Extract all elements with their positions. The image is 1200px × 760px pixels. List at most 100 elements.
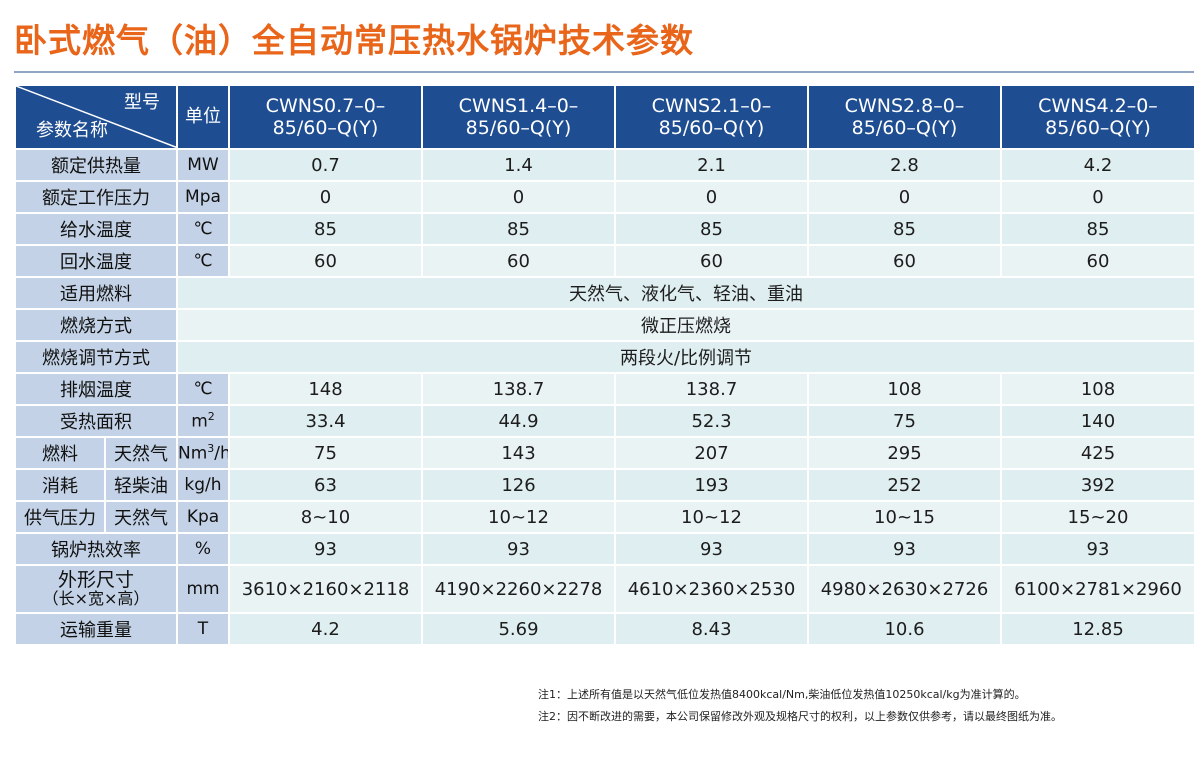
row-label: 受热面积 <box>14 404 178 438</box>
table-row-efficiency: 锅炉热效率 % 93 93 93 93 93 <box>14 532 1196 566</box>
table-cell: 143 <box>421 436 616 470</box>
table-cell: 140 <box>1000 404 1196 438</box>
row-label: 外形尺寸 （长×宽×高） <box>14 564 178 614</box>
table-cell: 52.3 <box>614 404 809 438</box>
table-row-combustion: 燃烧方式 微正压燃烧 <box>14 308 1196 342</box>
table-cell: 85 <box>614 212 809 246</box>
footnote-1: 注1：上述所有值是以天然气低位发热值8400kcal/Nm,柴油低位发热值102… <box>538 688 1026 701</box>
table-cell: 93 <box>614 532 809 566</box>
table-cell: 10~12 <box>421 500 616 534</box>
table-cell: 193 <box>614 468 809 502</box>
table-cell: 10~12 <box>614 500 809 534</box>
corner-header: 型号 参数名称 <box>14 84 178 150</box>
row-unit: Nm3/h <box>176 436 230 470</box>
table-cell: 207 <box>614 436 809 470</box>
table-cell: 6100×2781×2960 <box>1000 564 1196 614</box>
table-cell: 4.2 <box>1000 148 1196 182</box>
table-cell: 15~20 <box>1000 500 1196 534</box>
row-sub-label: 天然气 <box>104 436 178 470</box>
table-row-gas-pressure: 供气压力 天然气 Kpa 8~10 10~12 10~12 10~15 15~2… <box>14 500 1196 534</box>
table-row-gas-consumption: 燃料 天然气 Nm3/h 75 143 207 295 425 <box>14 436 1196 470</box>
corner-model-label: 型号 <box>124 92 160 113</box>
table-cell: 75 <box>228 436 423 470</box>
table-cell: 60 <box>614 244 809 278</box>
row-unit: MW <box>176 148 230 182</box>
table-cell: 0 <box>1000 180 1196 214</box>
table-cell: 295 <box>807 436 1002 470</box>
model-header: CWNS0.7–0– 85/60–Q(Y) <box>228 84 423 150</box>
table-row-weight: 运输重量 T 4.2 5.69 8.43 10.6 12.85 <box>14 612 1196 646</box>
table-cell: 2.1 <box>614 148 809 182</box>
table-cell: 138.7 <box>614 372 809 406</box>
corner-param-label: 参数名称 <box>36 120 108 141</box>
unit-header: 单位 <box>176 84 230 150</box>
row-label: 锅炉热效率 <box>14 532 178 566</box>
row-unit: Kpa <box>176 500 230 534</box>
row-label: 运输重量 <box>14 612 178 646</box>
table-cell: 85 <box>1000 212 1196 246</box>
footnote-2: 注2：因不断改进的需要，本公司保留修改外观及规格尺寸的权利，以上参数仅供参考，请… <box>538 710 1062 723</box>
table-cell: 392 <box>1000 468 1196 502</box>
table-row-exhaust-temp: 排烟温度 ℃ 148 138.7 138.7 108 108 <box>14 372 1196 406</box>
table-cell: 5.69 <box>421 612 616 646</box>
table-cell: 93 <box>421 532 616 566</box>
row-label: 回水温度 <box>14 244 178 278</box>
row-label: 给水温度 <box>14 212 178 246</box>
spec-table: 型号 参数名称 单位 CWNS0.7–0– 85/60–Q(Y) CWNS1.4–… <box>14 84 1196 646</box>
table-cell: 10.6 <box>807 612 1002 646</box>
table-cell: 1.4 <box>421 148 616 182</box>
row-unit: kg/h <box>176 468 230 502</box>
row-label: 排烟温度 <box>14 372 178 406</box>
row-label: 燃烧调节方式 <box>14 340 178 374</box>
table-cell: 0 <box>421 180 616 214</box>
table-cell: 63 <box>228 468 423 502</box>
table-cell: 148 <box>228 372 423 406</box>
row-label: 供气压力 <box>14 500 106 534</box>
table-cell-merged: 天然气、液化气、轻油、重油 <box>176 276 1196 310</box>
table-cell: 4980×2630×2726 <box>807 564 1002 614</box>
table-cell: 0 <box>614 180 809 214</box>
row-label: 消耗 <box>14 468 106 502</box>
table-cell: 252 <box>807 468 1002 502</box>
title-divider <box>14 71 1194 73</box>
row-label: 额定工作压力 <box>14 180 178 214</box>
table-cell: 93 <box>1000 532 1196 566</box>
table-cell: 8~10 <box>228 500 423 534</box>
table-cell: 4610×2360×2530 <box>614 564 809 614</box>
footnotes: 注1：上述所有值是以天然气低位发热值8400kcal/Nm,柴油低位发热值102… <box>538 684 1062 728</box>
table-cell: 0 <box>807 180 1002 214</box>
row-sub-label: 天然气 <box>104 500 178 534</box>
table-cell: 60 <box>807 244 1002 278</box>
table-cell: 33.4 <box>228 404 423 438</box>
row-unit: m2 <box>176 404 230 438</box>
row-label: 燃烧方式 <box>14 308 178 342</box>
header-row: 型号 参数名称 单位 CWNS0.7–0– 85/60–Q(Y) CWNS1.4–… <box>14 84 1196 150</box>
table-row-return-temp: 回水温度 ℃ 60 60 60 60 60 <box>14 244 1196 278</box>
table-cell: 12.85 <box>1000 612 1196 646</box>
model-header: CWNS4.2–0– 85/60–Q(Y) <box>1000 84 1196 150</box>
table-cell: 126 <box>421 468 616 502</box>
table-cell: 108 <box>807 372 1002 406</box>
table-cell: 0.7 <box>228 148 423 182</box>
table-cell: 4190×2260×2278 <box>421 564 616 614</box>
table-cell: 85 <box>807 212 1002 246</box>
row-unit: Mpa <box>176 180 230 214</box>
table-cell: 93 <box>807 532 1002 566</box>
table-cell: 8.43 <box>614 612 809 646</box>
table-cell: 4.2 <box>228 612 423 646</box>
row-unit: T <box>176 612 230 646</box>
table-cell: 60 <box>1000 244 1196 278</box>
table-row-supply-temp: 给水温度 ℃ 85 85 85 85 85 <box>14 212 1196 246</box>
table-row-dimensions: 外形尺寸 （长×宽×高） mm 3610×2160×2118 4190×2260… <box>14 564 1196 614</box>
row-unit: ℃ <box>176 212 230 246</box>
table-cell-merged: 两段火/比例调节 <box>176 340 1196 374</box>
row-unit: ℃ <box>176 372 230 406</box>
table-cell: 108 <box>1000 372 1196 406</box>
table-row-heating-area: 受热面积 m2 33.4 44.9 52.3 75 140 <box>14 404 1196 438</box>
model-header: CWNS2.8–0– 85/60–Q(Y) <box>807 84 1002 150</box>
row-label: 适用燃料 <box>14 276 178 310</box>
table-row-oil-consumption: 消耗 轻柴油 kg/h 63 126 193 252 392 <box>14 468 1196 502</box>
table-cell: 2.8 <box>807 148 1002 182</box>
table-row-fuel: 适用燃料 天然气、液化气、轻油、重油 <box>14 276 1196 310</box>
